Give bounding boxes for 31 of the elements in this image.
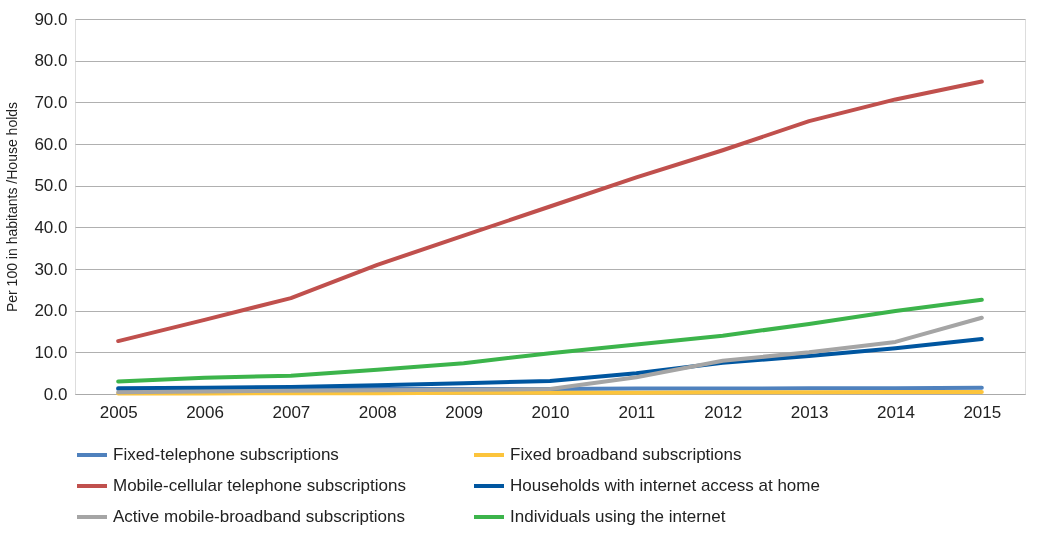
x-tick-label: 2011 xyxy=(618,402,656,422)
line-series xyxy=(116,79,984,344)
x-tick-label: 2012 xyxy=(704,402,743,422)
line-series xyxy=(116,337,984,391)
x-tick-label: 2010 xyxy=(531,402,570,422)
y-tick-label: 0.0 xyxy=(43,384,68,404)
y-tick-label: 70.0 xyxy=(34,92,68,112)
legend-label: Active mobile-broadband subscriptions xyxy=(113,507,405,526)
y-tick-label: 10.0 xyxy=(34,342,68,362)
legend-label: Fixed broadband subscriptions xyxy=(510,445,742,464)
x-tick-label: 2006 xyxy=(186,402,224,422)
legend-label: Individuals using the internet xyxy=(510,507,726,526)
x-tick-label: 2008 xyxy=(358,402,397,422)
x-tick-label: 2005 xyxy=(99,402,138,422)
y-tick-label: 20.0 xyxy=(34,301,68,321)
y-tick-label: 60.0 xyxy=(34,134,68,154)
x-tick-label: 2014 xyxy=(877,402,915,422)
y-tick-label: 80.0 xyxy=(34,51,68,71)
line-series xyxy=(116,297,984,384)
y-tick-label: 30.0 xyxy=(34,259,68,279)
y-tick-label: 40.0 xyxy=(34,217,68,237)
y-tick-label: 90.0 xyxy=(34,9,68,29)
legend-label: Mobile-cellular telephone subscriptions xyxy=(113,476,406,495)
x-tick-label: 2007 xyxy=(272,402,311,422)
x-tick-label: 2015 xyxy=(963,402,1002,422)
legend-label: Fixed-telephone subscriptions xyxy=(113,445,339,464)
legend-label: Households with internet access at home xyxy=(510,476,820,495)
x-tick-label: 2009 xyxy=(445,402,484,422)
y-tick-label: 50.0 xyxy=(34,176,68,196)
x-tick-label: 2013 xyxy=(790,402,829,422)
y-axis-title: Per 100 in habitants /House holds xyxy=(4,101,21,313)
